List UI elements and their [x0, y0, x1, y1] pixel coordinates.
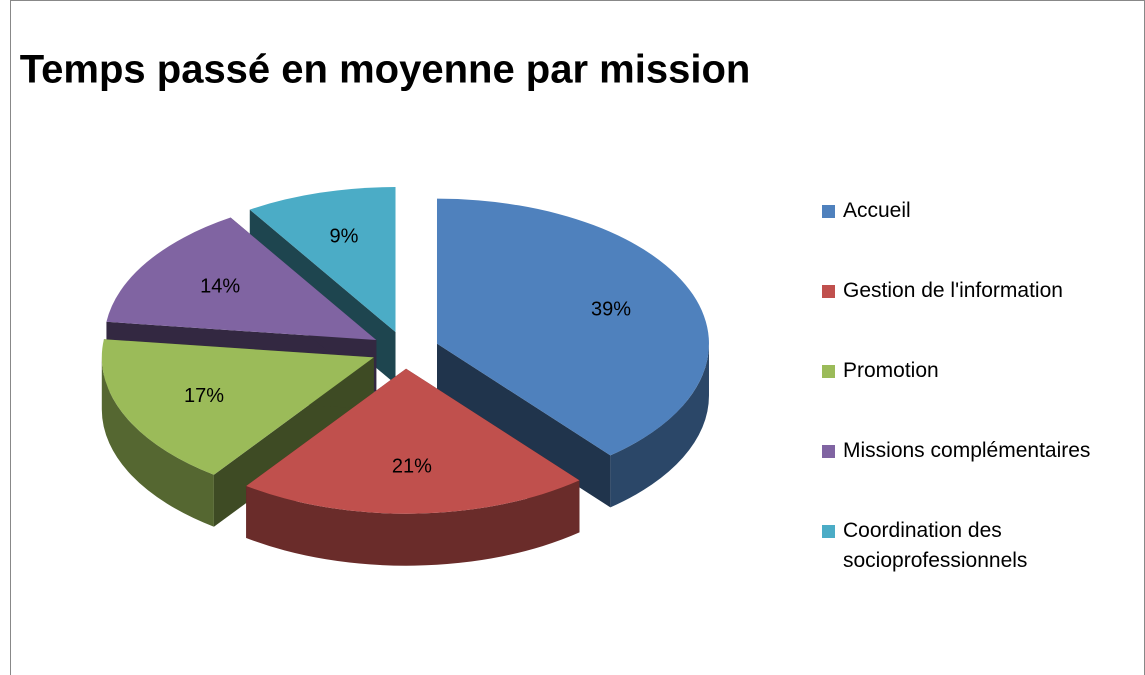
- legend-swatch: [822, 445, 835, 458]
- slice-top: [436, 198, 709, 456]
- slice-outer-wall: [610, 343, 709, 508]
- legend-item: Promotion: [822, 356, 1122, 436]
- legend-label: Gestion de l'information: [843, 279, 1063, 302]
- slice: [436, 198, 709, 508]
- legend-label: Promotion: [843, 359, 939, 382]
- legend-label: Accueil: [843, 199, 911, 222]
- chart-title: Temps passé en moyenne par mission: [20, 48, 751, 92]
- slice-top: [101, 339, 374, 475]
- data-label: 21%: [392, 456, 432, 478]
- legend-item: Accueil: [822, 196, 1122, 276]
- slice: [246, 368, 580, 566]
- legend-label: Coordination des socioprofessionnels: [843, 519, 1028, 572]
- data-label: 14%: [200, 275, 240, 297]
- slice-top: [246, 368, 580, 514]
- legend-label: Missions complémentaires: [843, 439, 1091, 462]
- slice-top: [106, 217, 377, 340]
- slice-cut-wall: [436, 343, 611, 508]
- legend-swatch: [822, 205, 835, 218]
- legend-swatch: [822, 285, 835, 298]
- data-label: 17%: [184, 385, 224, 407]
- legend: Accueil Gestion de l'information Promotion…: [822, 196, 1122, 596]
- data-label: 39%: [591, 299, 631, 321]
- legend-item: Coordination des socioprofessionnels: [822, 516, 1122, 596]
- slice-outer-wall: [101, 357, 214, 527]
- legend-item: Missions complémentaires: [822, 436, 1122, 516]
- slice-outer-wall: [246, 480, 580, 566]
- legend-swatch: [822, 525, 835, 538]
- legend-swatch: [822, 365, 835, 378]
- legend-item: Gestion de l'information: [822, 276, 1122, 356]
- data-label: 9%: [329, 226, 358, 248]
- slice-top: [249, 187, 396, 333]
